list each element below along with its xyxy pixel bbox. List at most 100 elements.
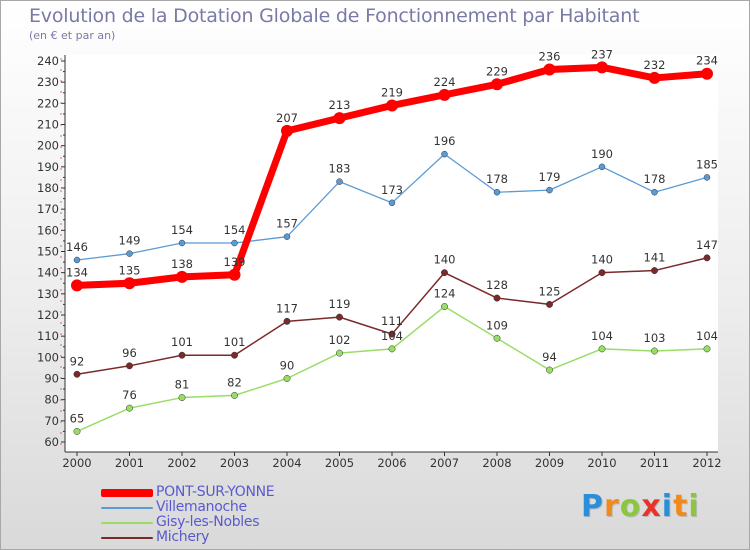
data-label: 139 (224, 255, 246, 269)
legend-swatch (101, 522, 153, 524)
data-point (126, 250, 133, 257)
data-point (231, 391, 238, 399)
legend-label: Gisy-les-Nobles (156, 514, 260, 530)
data-label: 179 (539, 170, 561, 184)
data-label: 185 (696, 157, 718, 171)
data-label: 190 (591, 147, 613, 161)
x-tick-label: 2006 (377, 456, 406, 470)
y-tick-label: 230 (37, 75, 59, 89)
x-tick-label: 2010 (587, 456, 616, 470)
data-point (73, 370, 81, 378)
data-label: 149 (119, 234, 141, 248)
data-label: 117 (276, 301, 298, 315)
data-label: 236 (539, 49, 561, 63)
data-label: 140 (591, 253, 613, 267)
y-tick-label: 120 (37, 308, 59, 322)
x-tick-label: 2000 (62, 456, 91, 470)
logo-letter: P (581, 489, 604, 524)
data-label: 141 (644, 251, 666, 265)
data-point (281, 124, 293, 137)
y-tick-label: 100 (37, 350, 59, 364)
data-label: 109 (486, 318, 508, 332)
data-label: 219 (381, 85, 403, 99)
data-label: 140 (434, 253, 456, 267)
data-point (598, 345, 606, 353)
logo-letter: o (619, 489, 642, 524)
data-label: 237 (591, 47, 613, 61)
data-label: 207 (276, 111, 298, 125)
x-tick-label: 2004 (272, 456, 301, 470)
data-point (441, 303, 448, 310)
data-point (441, 150, 448, 158)
data-point (701, 67, 713, 80)
data-point (546, 186, 553, 194)
x-tick-label: 2001 (115, 456, 144, 470)
data-point (648, 71, 661, 84)
data-label: 124 (434, 287, 456, 301)
x-tick-label: 2012 (692, 456, 721, 470)
data-label: 128 (486, 278, 508, 292)
y-tick-label: 220 (37, 96, 59, 110)
legend-label: Villemanoche (156, 499, 247, 515)
data-label: 92 (70, 354, 85, 368)
data-label: 135 (119, 263, 141, 277)
data-point (336, 313, 343, 321)
data-point (178, 351, 186, 359)
data-point (178, 239, 186, 247)
data-point (126, 404, 133, 412)
data-point (493, 294, 501, 302)
data-label: 76 (122, 388, 137, 402)
data-point (703, 345, 711, 353)
data-label: 102 (329, 333, 351, 347)
data-point (336, 349, 343, 357)
data-point (543, 63, 556, 76)
data-point (651, 267, 658, 274)
data-point (231, 239, 238, 247)
data-label: 229 (486, 64, 508, 78)
legend-swatch (101, 507, 153, 509)
y-tick-label: 240 (37, 54, 59, 68)
data-point (176, 270, 188, 283)
legend-swatch (101, 537, 153, 539)
data-label: 104 (591, 329, 613, 343)
x-tick-label: 2009 (535, 456, 564, 470)
data-label: 154 (171, 223, 193, 237)
data-label: 157 (276, 217, 298, 231)
x-tick-label: 2008 (482, 456, 511, 470)
y-tick-label: 150 (37, 245, 59, 259)
data-point (283, 233, 291, 240)
data-point (438, 88, 451, 101)
data-label: 183 (329, 162, 351, 176)
y-tick-label: 200 (37, 139, 59, 153)
plot-area (65, 55, 718, 452)
data-point (598, 269, 606, 277)
data-label: 65 (70, 411, 85, 425)
data-label: 146 (66, 240, 88, 254)
data-point (546, 300, 553, 308)
data-label: 111 (381, 314, 403, 328)
data-label: 101 (171, 335, 193, 349)
data-label: 196 (434, 134, 456, 148)
data-label: 138 (171, 257, 193, 271)
data-point (493, 334, 501, 342)
data-label: 224 (434, 75, 456, 89)
data-point (703, 254, 711, 262)
data-point (228, 268, 241, 281)
data-label: 82 (227, 375, 242, 389)
data-point (336, 178, 343, 185)
data-label: 134 (66, 265, 88, 279)
y-tick-label: 110 (37, 329, 59, 343)
x-tick-label: 2005 (325, 456, 354, 470)
data-point (598, 163, 606, 171)
data-label: 103 (644, 331, 666, 345)
chart-subtitle: (en € et par an) (29, 29, 116, 42)
x-tick-label: 2011 (640, 456, 669, 470)
data-point (126, 362, 133, 370)
data-label: 154 (224, 223, 246, 237)
y-tick-label: 190 (37, 160, 59, 174)
proxiti-logo: Proxiti (581, 489, 700, 524)
y-tick-label: 90 (44, 372, 59, 386)
data-label: 81 (175, 378, 190, 392)
data-label: 90 (280, 359, 295, 373)
y-tick-label: 70 (44, 414, 59, 428)
